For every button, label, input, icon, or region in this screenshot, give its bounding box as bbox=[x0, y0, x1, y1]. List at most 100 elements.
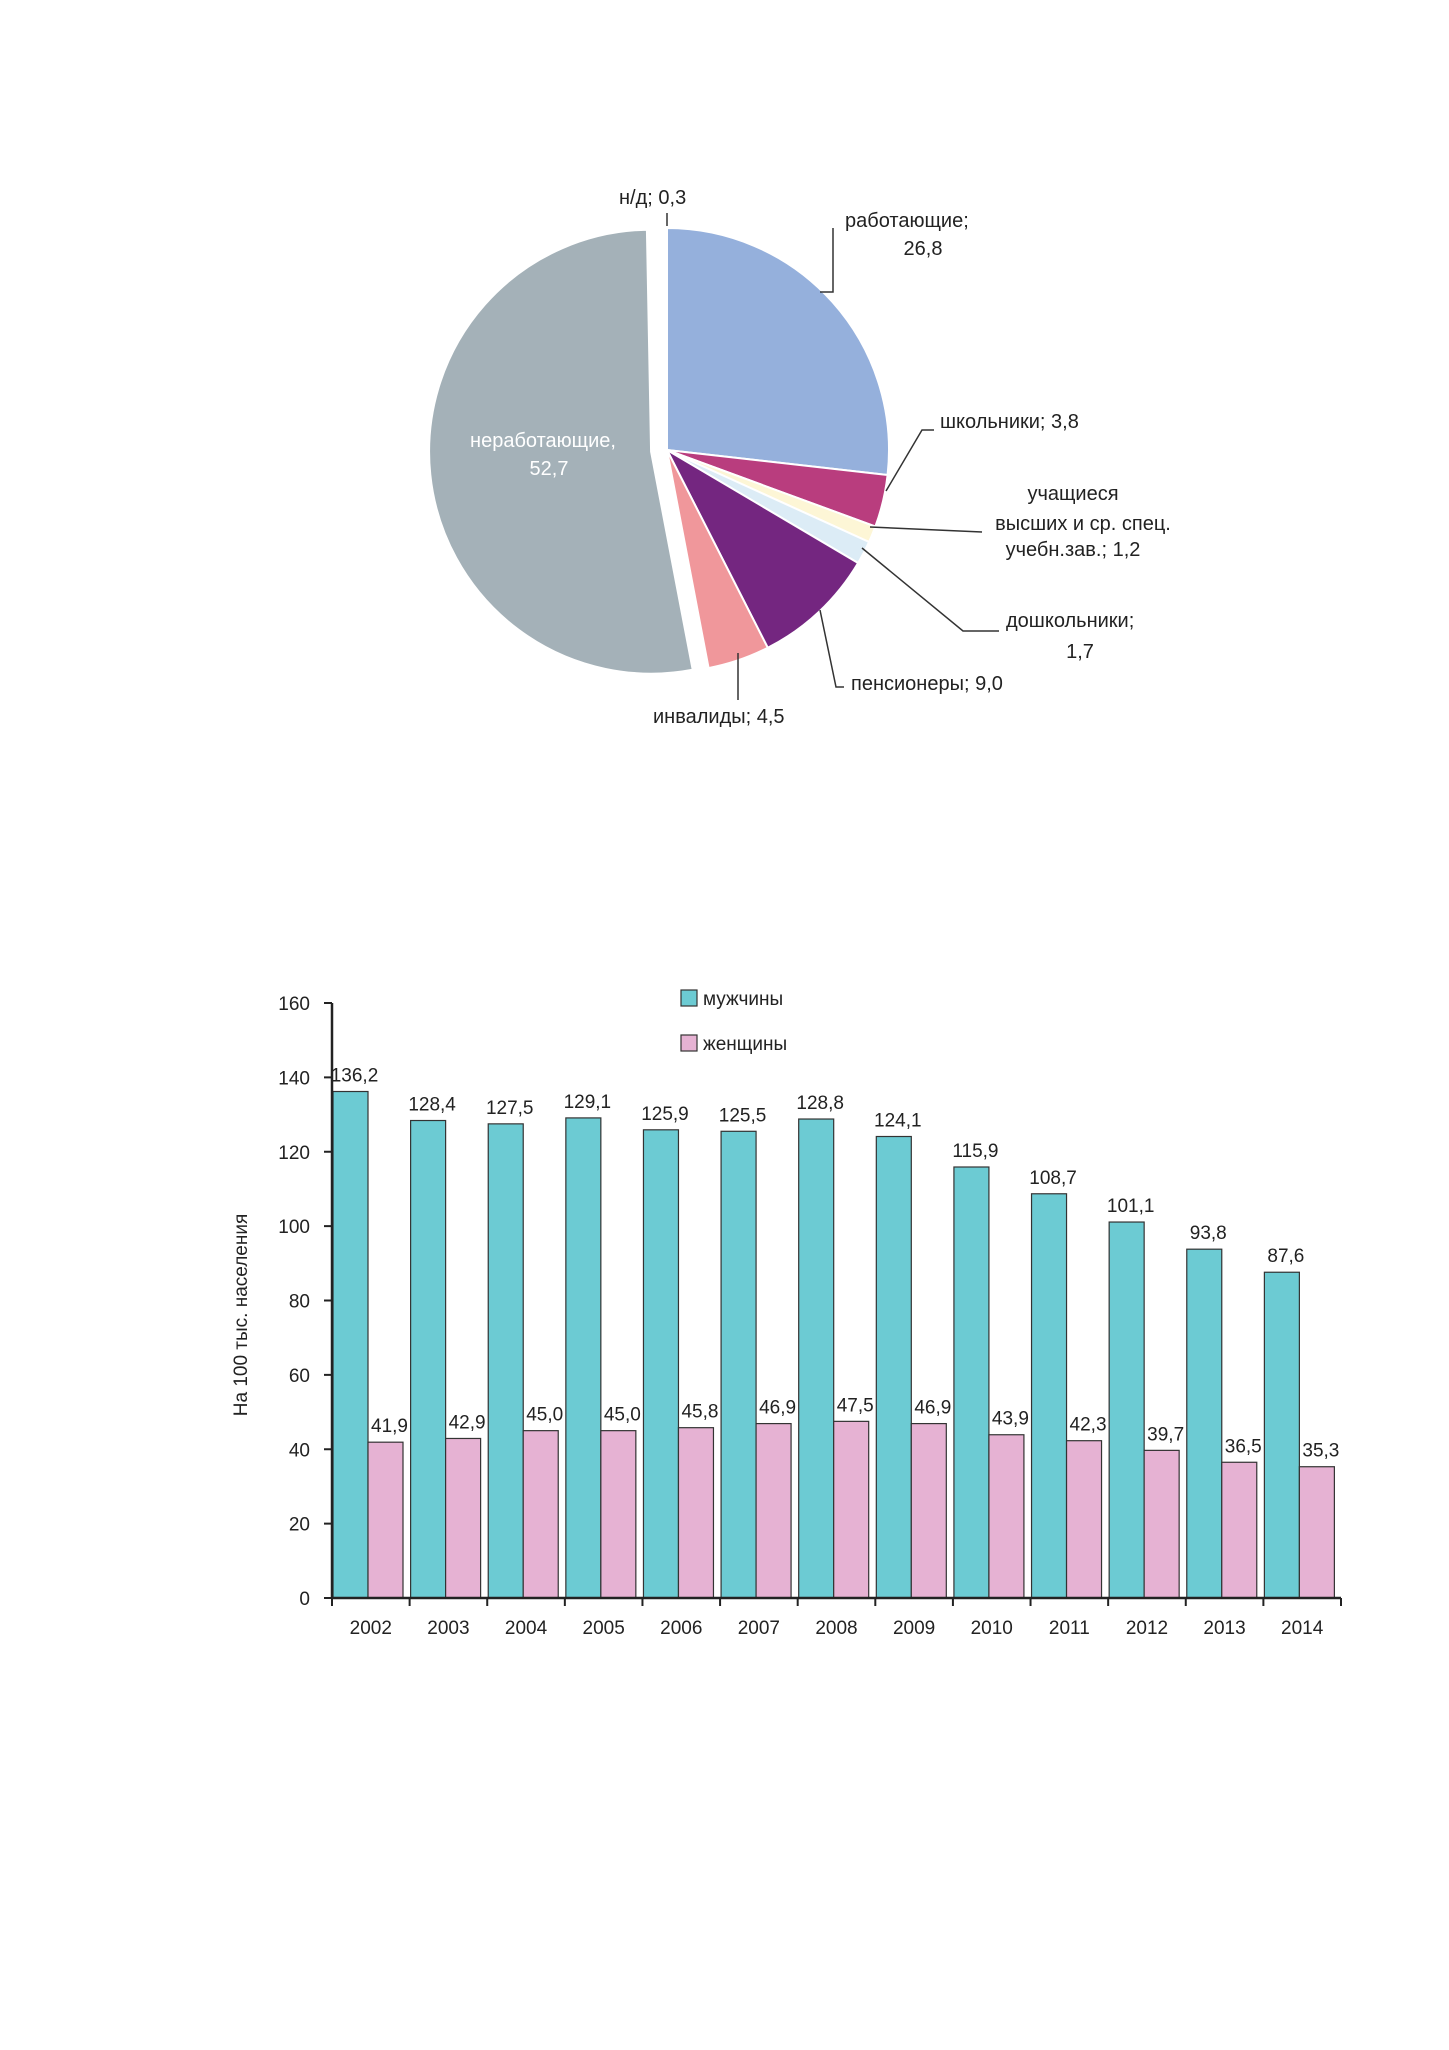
bar-women bbox=[1065, 1440, 1103, 1599]
leader-line bbox=[861, 547, 999, 632]
bar-value-label: 87,6 bbox=[1267, 1246, 1304, 1267]
bar-value-label: 43,9 bbox=[992, 1409, 1029, 1430]
bar-men bbox=[720, 1130, 757, 1599]
legend-swatch-women bbox=[680, 1034, 698, 1052]
bar-value-label: 124,1 bbox=[874, 1111, 922, 1132]
x-tick-label: 2003 bbox=[427, 1618, 469, 1639]
bar-value-label: 47,5 bbox=[837, 1395, 874, 1416]
y-tick-label: 140 bbox=[278, 1068, 310, 1089]
legend-label: женщины bbox=[703, 1034, 787, 1055]
bar-axes bbox=[324, 1002, 1342, 1606]
bar-women bbox=[755, 1422, 792, 1599]
pie-slices bbox=[428, 226, 890, 675]
y-tick-label: 160 bbox=[278, 994, 310, 1015]
bar-men bbox=[642, 1129, 680, 1599]
pie-slice bbox=[428, 228, 694, 675]
bar-women bbox=[910, 1422, 947, 1599]
bar-value-label: 36,5 bbox=[1225, 1436, 1262, 1457]
bar-value-label: 101,1 bbox=[1107, 1196, 1155, 1217]
bar-women bbox=[1298, 1466, 1335, 1599]
legend-swatch-men bbox=[680, 989, 698, 1007]
pie-slice-label: учебн.зав.; 1,2 bbox=[1006, 539, 1141, 561]
bar-value-label: 46,9 bbox=[914, 1398, 951, 1419]
bar-legend: мужчины женщины bbox=[680, 989, 787, 1055]
bar-value-label: 93,8 bbox=[1190, 1223, 1227, 1244]
y-axis-label: На 100 тыс. населения bbox=[231, 1214, 252, 1417]
bar-women bbox=[1221, 1461, 1258, 1599]
bar-tick-labels: 2002 2003 2004 2005 2006 2007 2008 2009 2010 2011… bbox=[278, 994, 1323, 1639]
bar-men bbox=[1263, 1271, 1300, 1599]
y-tick-label: 80 bbox=[289, 1292, 310, 1313]
x-tick-label: 2013 bbox=[1203, 1618, 1245, 1639]
bar-value-label: 42,3 bbox=[1070, 1415, 1107, 1436]
pie-labels: работающие; 26,8 школьники; 3,8 учащиеся выс… bbox=[470, 187, 1171, 728]
y-tick-label: 0 bbox=[299, 1589, 310, 1610]
pie-slice-label: дошкольники; bbox=[1006, 610, 1134, 632]
bar-women bbox=[600, 1430, 637, 1599]
bar-men bbox=[565, 1117, 602, 1599]
bar-men bbox=[1108, 1221, 1145, 1599]
bar-value-labels: 136,2 41,9 128,4 42,9 127,5 45,0 129,1 45,0 125,… bbox=[331, 1066, 1340, 1462]
bar-men bbox=[487, 1123, 524, 1599]
bar-value-label: 125,9 bbox=[641, 1104, 689, 1125]
bar-value-label: 35,3 bbox=[1302, 1441, 1339, 1462]
y-tick-label: 120 bbox=[278, 1143, 310, 1164]
bar-women bbox=[988, 1434, 1025, 1599]
pie-slice-label: 1,7 bbox=[1066, 641, 1094, 663]
pie-slice-label: школьники; 3,8 bbox=[940, 411, 1079, 433]
leader-line bbox=[820, 228, 834, 293]
bar-value-label: 129,1 bbox=[564, 1092, 612, 1113]
bar-women bbox=[367, 1441, 404, 1599]
bar-women bbox=[445, 1437, 482, 1599]
x-tick-label: 2005 bbox=[583, 1618, 625, 1639]
bar-value-label: 108,7 bbox=[1029, 1168, 1077, 1189]
x-tick-label: 2011 bbox=[1049, 1618, 1090, 1639]
bar-value-label: 115,9 bbox=[952, 1141, 998, 1162]
bar-value-label: 128,4 bbox=[408, 1095, 456, 1116]
bar-value-label: 45,0 bbox=[604, 1405, 641, 1426]
pie-slice bbox=[664, 447, 860, 650]
legend-label: мужчины bbox=[703, 989, 783, 1010]
pie-slice-label: инвалиды; 4,5 bbox=[653, 706, 785, 728]
bar-women bbox=[1143, 1449, 1180, 1599]
x-tick-label: 2014 bbox=[1281, 1618, 1324, 1639]
bar-value-label: 41,9 bbox=[371, 1416, 408, 1437]
y-tick-label: 40 bbox=[289, 1440, 310, 1461]
pie-slice-label: неработающие, bbox=[470, 430, 616, 452]
pie-slice bbox=[666, 449, 770, 670]
bar-value-label: 128,8 bbox=[796, 1093, 844, 1114]
bar-value-label: 127,5 bbox=[486, 1098, 534, 1119]
pie-slice-label: пенсионеры; 9,0 bbox=[851, 673, 1003, 695]
pie-slice-label: н/д; 0,3 bbox=[619, 187, 686, 209]
x-tick-label: 2002 bbox=[350, 1618, 392, 1639]
bar-value-label: 125,5 bbox=[719, 1105, 767, 1126]
bar-value-label: 45,8 bbox=[681, 1402, 718, 1423]
leader-line bbox=[869, 526, 983, 533]
x-tick-label: 2012 bbox=[1126, 1618, 1168, 1639]
bar-men bbox=[875, 1135, 912, 1599]
y-tick-label: 100 bbox=[278, 1217, 310, 1238]
bar-value-label: 39,7 bbox=[1147, 1424, 1184, 1445]
bar-men bbox=[1186, 1248, 1223, 1599]
pie-chart: работающие; 26,8 школьники; 3,8 учащиеся выс… bbox=[428, 187, 1171, 728]
bar-value-label: 46,9 bbox=[759, 1398, 796, 1419]
bar-women bbox=[833, 1420, 870, 1599]
bar-value-label: 42,9 bbox=[449, 1412, 486, 1433]
pie-slice bbox=[666, 226, 890, 477]
pie-slice-label: 26,8 bbox=[904, 238, 943, 260]
pie-slice-label: работающие; bbox=[845, 210, 969, 232]
bar-value-label: 45,0 bbox=[526, 1405, 563, 1426]
y-tick-label: 60 bbox=[289, 1366, 310, 1387]
pie-slice-label: учащиеся bbox=[1027, 483, 1118, 505]
x-tick-label: 2010 bbox=[971, 1618, 1013, 1639]
bar-men bbox=[1030, 1193, 1068, 1599]
y-tick-label: 20 bbox=[289, 1515, 310, 1536]
x-tick-label: 2009 bbox=[893, 1618, 935, 1639]
pie-slice-label: высших и ср. спец. bbox=[995, 513, 1171, 535]
bar-bars bbox=[332, 1090, 1335, 1599]
pie-slice-label: 52,7 bbox=[530, 458, 569, 480]
pie-leader-lines bbox=[666, 213, 999, 700]
bar-men bbox=[953, 1166, 990, 1599]
leader-line bbox=[885, 429, 934, 492]
